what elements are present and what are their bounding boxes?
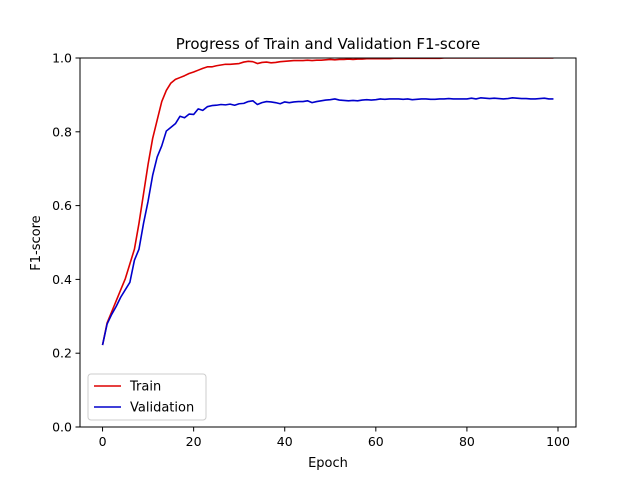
y-tick-label-1: 0.2 (52, 346, 72, 361)
axes: 0 20 40 60 80 100 0.0 0.2 0.4 0.6 0.8 1.0 (52, 51, 577, 449)
x-tick-label-100: 100 (546, 434, 570, 449)
axes-frame (79, 57, 577, 428)
chart-title: Progress of Train and Validation F1-scor… (176, 35, 480, 53)
x-tick-label-80: 80 (459, 434, 475, 449)
x-tick-label-20: 20 (186, 434, 202, 449)
legend-label-validation: Validation (130, 401, 194, 416)
series-line-validation (101, 97, 554, 346)
x-tick-label-40: 40 (277, 434, 293, 449)
y-tick-label-3: 0.6 (52, 198, 72, 213)
x-axis-title: Epoch (308, 456, 348, 471)
plot-area (101, 58, 554, 346)
legend-label-train: Train (129, 380, 161, 395)
series-line-train (101, 58, 554, 346)
legend: Train Validation (87, 373, 207, 421)
y-tick-label-0: 0.0 (52, 420, 72, 435)
y-tick-label-2: 0.4 (52, 272, 72, 287)
y-tick-label-4: 0.8 (52, 124, 72, 139)
y-tick-label-5: 1.0 (52, 51, 72, 66)
y-axis-title: F1-score (29, 215, 44, 270)
x-tick-label-0: 0 (99, 434, 107, 449)
x-tick-label-60: 60 (368, 434, 384, 449)
